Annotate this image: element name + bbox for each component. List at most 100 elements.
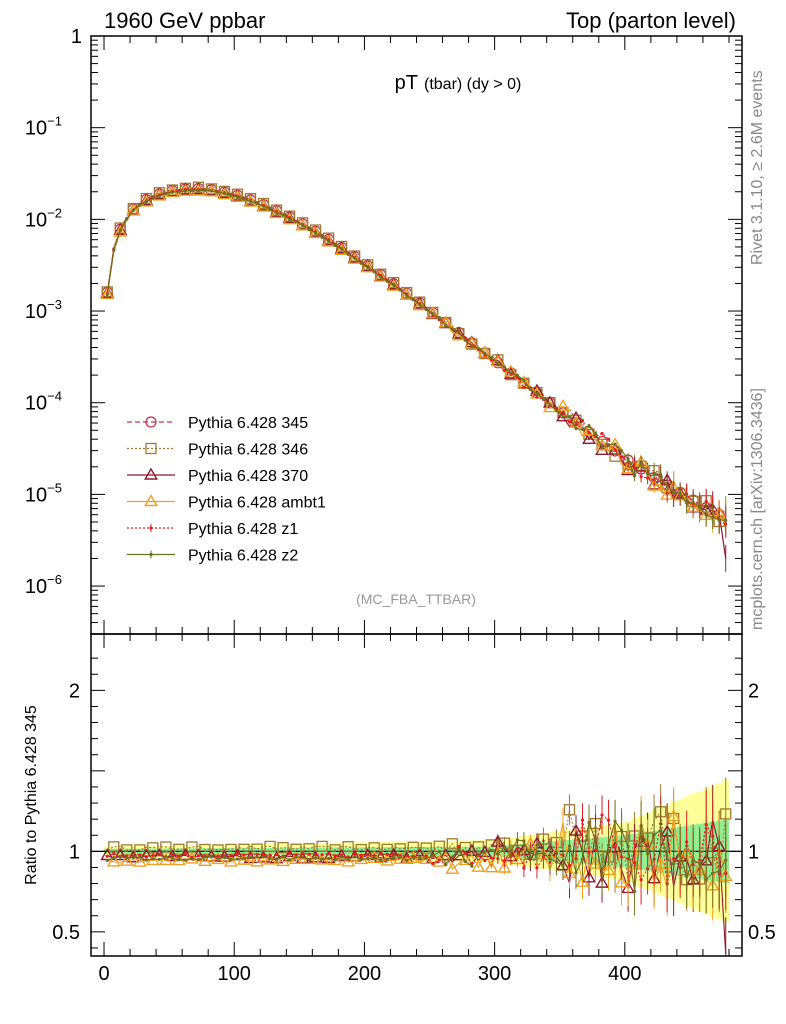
data-point <box>157 857 161 862</box>
data-point <box>698 862 702 866</box>
ratio-panel: 2 2 1 1 0.5 0.5 0 100 200 300 400 Ratio to Pythia… <box>23 633 776 985</box>
data-point <box>446 838 458 850</box>
data-point <box>431 312 435 316</box>
data-point <box>639 461 643 465</box>
data-point <box>105 293 109 297</box>
data-point <box>248 852 253 856</box>
data-point <box>665 485 669 489</box>
data-point <box>470 345 474 349</box>
data-point <box>601 862 616 875</box>
data-point <box>346 855 350 859</box>
data-point <box>626 457 630 461</box>
data-point <box>659 474 663 479</box>
data-point <box>724 858 728 862</box>
data-point <box>587 850 591 855</box>
data-point <box>203 855 207 859</box>
data-point <box>606 843 611 847</box>
data-point <box>346 857 350 862</box>
x-tick-label: 200 <box>348 963 381 985</box>
data-point <box>373 269 388 282</box>
data-point <box>112 248 116 252</box>
ratio-y-tick-label: 1 <box>69 841 80 863</box>
data-point <box>587 430 591 435</box>
data-point <box>372 270 376 274</box>
data-point <box>502 859 506 863</box>
data-point <box>600 431 604 436</box>
data-point <box>385 852 389 857</box>
data-point <box>242 853 246 857</box>
data-point <box>412 848 427 861</box>
data-point <box>334 242 349 255</box>
data-point <box>307 858 311 862</box>
data-point <box>300 852 305 856</box>
data-point <box>582 431 596 445</box>
data-point <box>222 856 227 860</box>
data-point <box>106 854 121 867</box>
legend-entry: Pythia 6.428 z2 <box>127 548 298 565</box>
data-point <box>574 871 578 875</box>
data-point <box>567 420 572 424</box>
data-point <box>619 455 624 459</box>
data-point <box>144 494 158 507</box>
y-tick-label: 10−5 <box>25 480 62 506</box>
data-point <box>621 463 636 476</box>
data-point <box>282 212 297 225</box>
data-point <box>563 804 576 816</box>
data-point <box>405 854 409 858</box>
data-point <box>541 851 546 855</box>
data-point <box>321 851 336 864</box>
data-point <box>196 857 201 862</box>
data-point <box>277 841 289 854</box>
data-point <box>320 853 324 857</box>
data-point <box>346 252 350 256</box>
data-point <box>548 857 552 861</box>
data-point <box>542 400 557 413</box>
data-point <box>704 877 708 882</box>
data-point <box>567 864 572 868</box>
data-point <box>691 500 695 504</box>
data-point <box>704 513 708 517</box>
data-point <box>424 307 428 312</box>
data-point <box>704 499 708 504</box>
data-point <box>294 220 298 224</box>
data-point <box>600 445 604 449</box>
data-point <box>418 856 422 860</box>
data-point <box>149 552 153 557</box>
data-point <box>216 856 220 860</box>
data-point <box>386 278 401 291</box>
data-point <box>717 518 721 522</box>
data-point <box>118 229 122 233</box>
data-point <box>665 857 669 861</box>
data-point <box>316 840 328 853</box>
data-point <box>582 870 596 883</box>
data-point <box>300 855 305 859</box>
data-point <box>554 409 559 413</box>
main-y-ticks: 1 10−1 10−2 10−3 10−4 10−5 10−6 <box>25 26 742 635</box>
data-point <box>126 850 141 863</box>
data-point <box>678 491 682 495</box>
data-point <box>457 847 461 851</box>
data-point <box>522 385 526 389</box>
data-point <box>373 850 388 863</box>
ratio-series-line <box>107 809 727 882</box>
data-point <box>438 848 453 861</box>
data-point <box>587 820 591 824</box>
data-point <box>144 855 148 859</box>
data-point <box>177 858 181 862</box>
data-point <box>477 345 492 358</box>
data-point <box>170 856 174 860</box>
data-point <box>411 298 415 302</box>
data-point <box>268 853 272 857</box>
data-point <box>574 423 578 427</box>
data-point <box>112 851 116 856</box>
data-point <box>366 265 370 270</box>
data-point <box>320 857 324 861</box>
ratio-y-axis-label: Ratio to Pythia 6.428 345 <box>23 705 40 885</box>
data-point <box>411 855 415 860</box>
data-point <box>437 858 441 862</box>
data-point <box>672 862 676 866</box>
legend-entry: Pythia 6.428 z1 <box>127 521 298 538</box>
data-point <box>711 515 715 519</box>
data-point <box>113 222 128 235</box>
